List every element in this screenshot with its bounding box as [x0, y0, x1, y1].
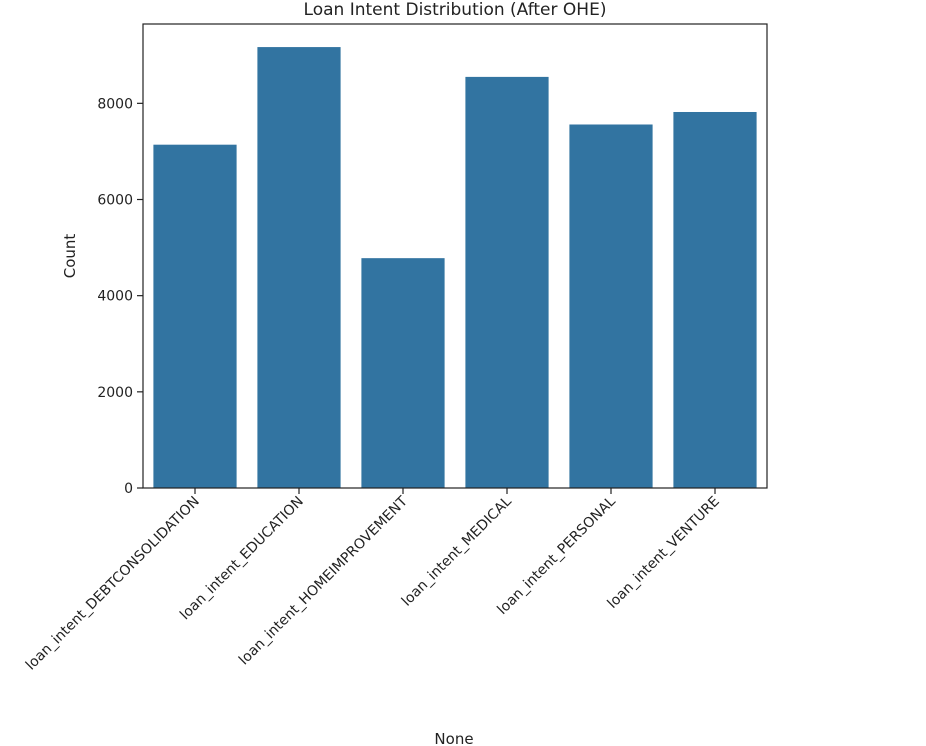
bar-loan_intent_HOMEIMPROVEMENT: [361, 258, 445, 488]
y-axis-ticks: 0 2000 4000 6000 8000: [97, 96, 143, 497]
x-axis-label: None: [434, 730, 473, 746]
y-tick-label: 8000: [97, 96, 133, 112]
bar-loan_intent_DEBTCONSOLIDATION: [153, 144, 237, 488]
bars-group: [153, 47, 757, 489]
bar-loan_intent_MEDICAL: [465, 76, 549, 489]
bar-loan_intent_EDUCATION: [257, 47, 341, 488]
plot-frame: [142, 23, 768, 489]
x-tick-label: loan_intent_VENTURE: [604, 494, 722, 612]
chart-title: Loan Intent Distribution (After OHE): [304, 0, 607, 20]
x-axis-ticks: loan_intent_DEBTCONSOLIDATIONloan_intent…: [23, 488, 723, 673]
y-tick-label: 0: [124, 481, 133, 497]
y-tick-label: 2000: [97, 385, 133, 401]
x-tick-label: loan_intent_PERSONAL: [494, 493, 619, 618]
x-tick-label: loan_intent_DEBTCONSOLIDATION: [23, 494, 203, 674]
bar-loan_intent_PERSONAL: [569, 124, 653, 489]
x-tick-label: loan_intent_EDUCATION: [177, 494, 307, 624]
y-tick-label: 6000: [97, 193, 133, 209]
bar-loan_intent_VENTURE: [673, 111, 757, 489]
x-tick-label: loan_intent_MEDICAL: [399, 493, 515, 609]
y-axis-label: Count: [61, 234, 79, 279]
x-tick-label: loan_intent_HOMEIMPROVEMENT: [236, 493, 411, 668]
y-tick-label: 4000: [97, 289, 133, 305]
